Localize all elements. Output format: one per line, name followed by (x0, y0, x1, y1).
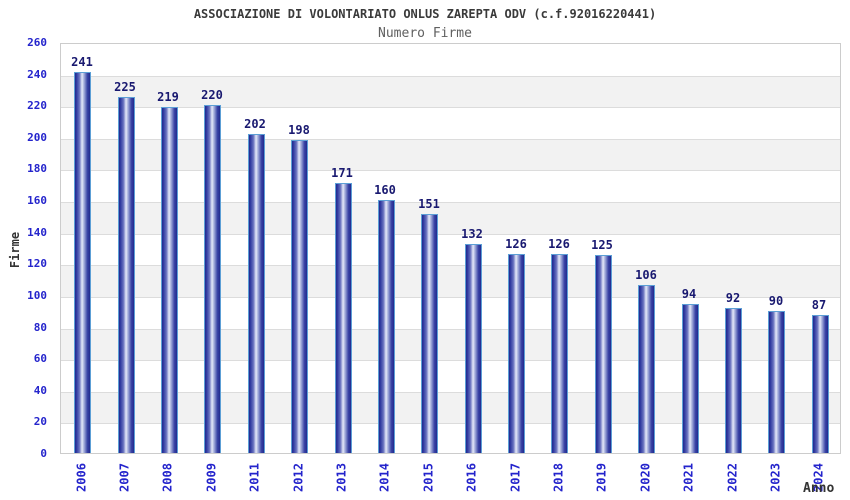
x-tick-label: 2015 (421, 463, 436, 492)
bar-value-label: 160 (374, 183, 396, 197)
x-tick-label: 2018 (551, 463, 566, 492)
x-tick-label: 2016 (464, 463, 479, 492)
bar-value-label: 106 (635, 268, 657, 282)
bar (248, 134, 265, 453)
x-tick-label: 2011 (247, 463, 262, 492)
y-tick-label: 80 (33, 321, 47, 334)
grid-band (61, 234, 840, 265)
y-tick-label: 180 (27, 162, 47, 175)
bar (74, 72, 91, 453)
bar-value-label: 87 (811, 298, 827, 312)
x-tick-label: 2020 (638, 463, 653, 492)
grid-band (61, 170, 840, 202)
x-tick-label: 2013 (334, 463, 349, 492)
y-tick-label: 100 (27, 289, 47, 302)
bar (465, 244, 482, 453)
grid-band (61, 44, 840, 76)
x-tick-label: 2014 (377, 463, 392, 492)
bar (508, 254, 525, 453)
bar (595, 255, 612, 453)
y-tick-label: 240 (27, 68, 47, 81)
grid-band (61, 139, 840, 170)
grid-band (61, 360, 840, 392)
x-tick-label: 2009 (204, 463, 219, 492)
x-tick-label: 2022 (725, 463, 740, 492)
bar-value-label: 90 (768, 294, 784, 308)
x-tick-label: 2021 (681, 463, 696, 492)
bar (638, 285, 655, 453)
bar-value-label: 171 (331, 166, 353, 180)
bar (335, 183, 352, 453)
bar (291, 140, 308, 453)
bar (551, 254, 568, 453)
grid-band (61, 392, 840, 423)
y-tick-label: 0 (40, 447, 47, 460)
y-tick-label: 140 (27, 226, 47, 239)
x-tick-label: 2007 (117, 463, 132, 492)
grid-band (61, 423, 840, 455)
bar-value-label: 219 (157, 90, 179, 104)
y-tick-label: 220 (27, 99, 47, 112)
bar (118, 97, 135, 453)
y-tick-label: 200 (27, 131, 47, 144)
bar (812, 315, 829, 453)
y-tick-label: 160 (27, 194, 47, 207)
bar (682, 304, 699, 453)
bar-value-label: 132 (461, 227, 483, 241)
bar-value-label: 126 (505, 237, 527, 251)
bar (161, 107, 178, 453)
grid-band (61, 329, 840, 360)
bar-value-label: 198 (288, 123, 310, 137)
y-tick-label: 60 (33, 352, 47, 365)
bar (204, 105, 221, 453)
bar (378, 200, 395, 453)
bar-value-label: 126 (548, 237, 570, 251)
bar-value-label: 220 (201, 88, 223, 102)
y-tick-label: 120 (27, 257, 47, 270)
y-tick-label: 20 (33, 415, 47, 428)
x-axis-title: Anno (803, 481, 835, 496)
bar (768, 311, 785, 453)
x-tick-label: 2019 (594, 463, 609, 492)
x-tick-label: 2012 (291, 463, 306, 492)
bar-value-label: 151 (418, 197, 440, 211)
bar (421, 214, 438, 453)
chart-subtitle: Numero Firme (378, 26, 472, 41)
x-tick-label: 2017 (508, 463, 523, 492)
bar-value-label: 241 (71, 55, 93, 69)
grid-band (61, 297, 840, 329)
grid-band (61, 107, 840, 139)
grid-band (61, 202, 840, 234)
bar-value-label: 125 (591, 238, 613, 252)
y-tick-label: 260 (27, 36, 47, 49)
chart-title: ASSOCIAZIONE DI VOLONTARIATO ONLUS ZAREP… (193, 7, 657, 21)
plot-area (60, 43, 841, 454)
grid-band (61, 76, 840, 107)
x-tick-label: 2023 (768, 463, 783, 492)
bar-value-label: 225 (114, 80, 136, 94)
x-tick-label: 2006 (74, 463, 89, 492)
bar-value-label: 92 (725, 291, 741, 305)
y-tick-label: 40 (33, 384, 47, 397)
bar-value-label: 202 (244, 117, 266, 131)
x-tick-label: 2008 (160, 463, 175, 492)
grid-band (61, 265, 840, 297)
bar (725, 308, 742, 453)
bar-value-label: 94 (681, 287, 697, 301)
